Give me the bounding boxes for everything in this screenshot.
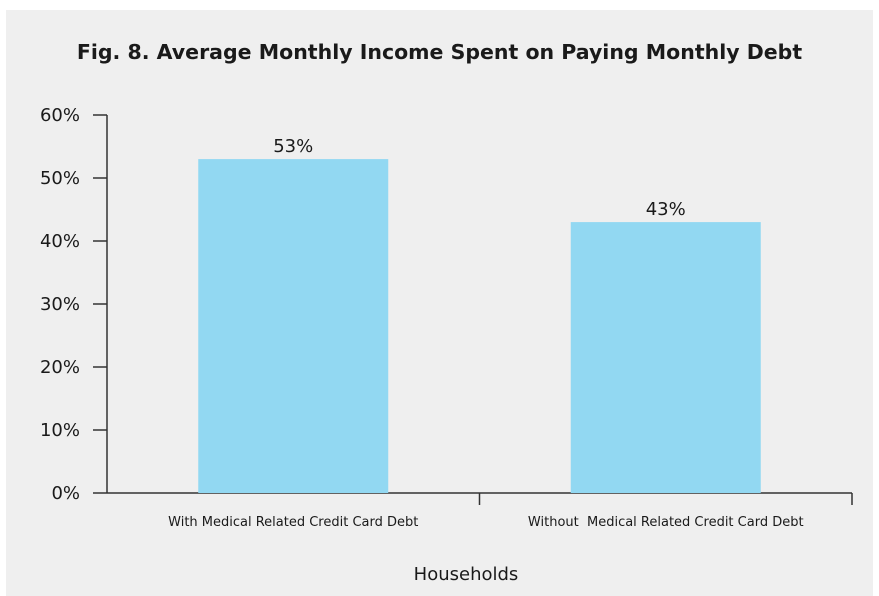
y-tick-label: 20% [40, 357, 80, 378]
x-category-label: With Medical Related Credit Card Debt [168, 515, 418, 530]
bar [198, 159, 389, 493]
y-tick-label: 40% [40, 231, 80, 252]
x-category-label: Without Medical Related Credit Card Debt [528, 515, 804, 530]
bar-value-label: 53% [273, 136, 313, 157]
data-labels: 53% 43% [273, 136, 686, 220]
y-tick-label: 30% [40, 294, 80, 315]
y-tick-label: 50% [40, 168, 80, 189]
bar [570, 222, 761, 493]
y-tick-label: 0% [51, 483, 80, 504]
chart-title: Fig. 8. Average Monthly Income Spent on … [76, 40, 803, 64]
y-tick-label: 10% [40, 420, 80, 441]
x-axis: With Medical Related Credit Card Debt Wit… [107, 492, 853, 530]
x-axis-title: Households [414, 564, 519, 585]
y-axis: 0% 10% 20% 30% 40% 50% 60% [40, 105, 108, 504]
y-tick-label: 60% [40, 105, 80, 126]
bar-value-label: 43% [646, 199, 686, 220]
bars [198, 159, 761, 493]
